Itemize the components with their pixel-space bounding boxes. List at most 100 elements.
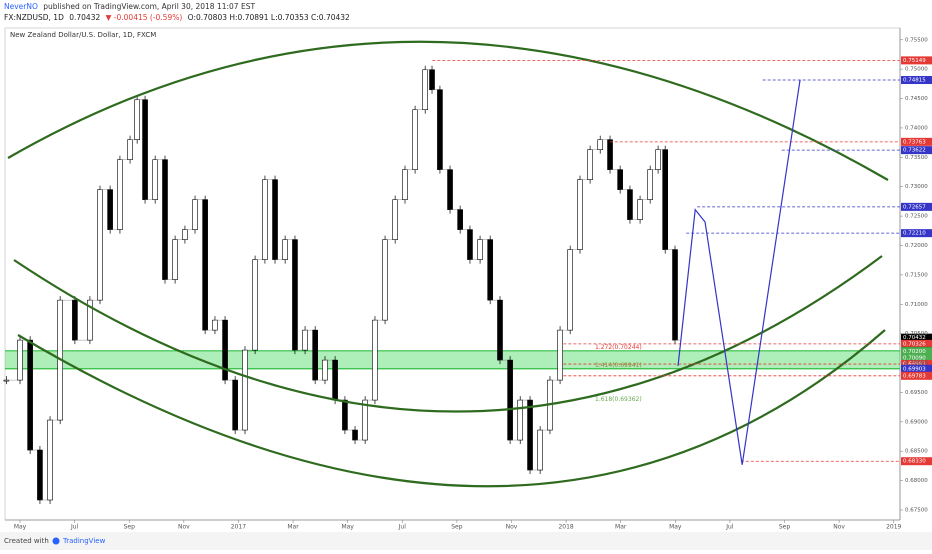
- author: NeverNO: [4, 2, 38, 11]
- candle: [182, 229, 188, 240]
- candle: [597, 139, 604, 150]
- price-label: 0.69783: [903, 373, 926, 379]
- candle: [507, 359, 513, 441]
- projection-path: [677, 79, 801, 465]
- candle: [437, 89, 443, 170]
- brand-icon: [52, 537, 60, 545]
- overlay-layer: 0.75149 0.74815 0.73763 0.73622 0.72657 0.722…: [432, 56, 932, 466]
- last: 0.70432: [69, 13, 100, 22]
- candle: [372, 319, 378, 401]
- fib-label: 1.618(0.69362): [595, 396, 642, 403]
- candle: [162, 159, 168, 280]
- candle: [107, 189, 113, 230]
- x-tick-label: Sep: [779, 524, 791, 531]
- y-tick-label: 0.68000: [905, 478, 928, 484]
- candle: [487, 239, 493, 301]
- x-tick-label: Jul: [70, 524, 79, 531]
- candle: [412, 109, 418, 170]
- candle: [192, 199, 198, 230]
- candle: [617, 169, 623, 190]
- candle: [242, 349, 248, 431]
- price-label: 0.69903: [903, 366, 926, 372]
- price-label: 0.73622: [903, 148, 926, 154]
- arc-lower: [17, 329, 886, 488]
- price-label-box: [901, 229, 932, 238]
- candle: [312, 329, 318, 381]
- candle: [392, 199, 398, 240]
- x-tick-label: Sep: [124, 524, 136, 531]
- ohlc: O:0.70803 H:0.70891 L:0.70353 C:0.70432: [188, 13, 350, 22]
- x-tick-label: Sep: [451, 524, 463, 531]
- y-tick-label: 0.75000: [905, 67, 928, 73]
- candle: [477, 239, 483, 260]
- candle: [212, 319, 218, 331]
- footer: Created with TradingView: [0, 532, 932, 550]
- candle: [672, 249, 678, 341]
- x-tick-label: 2017: [231, 524, 246, 531]
- x-tick-label: 2018: [558, 524, 573, 531]
- arcs: [7, 40, 889, 488]
- y-tick-label: 0.71000: [905, 302, 928, 308]
- arc-top: [7, 40, 889, 181]
- y-tick-label: 0.73500: [905, 155, 928, 161]
- price-label-box: [901, 360, 932, 369]
- candle: [382, 239, 388, 321]
- chart-title: New Zealand Dollar/U.S. Dollar, 1D, FXCM: [10, 31, 156, 39]
- candle: [134, 99, 140, 140]
- candle: [342, 399, 348, 431]
- price-label-box: [901, 353, 932, 362]
- candle: [429, 69, 435, 91]
- y-tick-label: 0.68500: [905, 449, 928, 455]
- symbol-line: FX:NZDUSD, 1D 0.70432 ▼ -0.00415 (-0.59%…: [4, 13, 350, 22]
- candle: [272, 179, 278, 260]
- candle: [627, 189, 633, 220]
- y-tick-label: 0.67500: [905, 508, 928, 514]
- fib-label: 1.272(0.70244): [595, 344, 642, 351]
- y-tick-label: 0.69500: [905, 390, 928, 396]
- price-label: 0.72657: [903, 204, 926, 210]
- y-tick-label: 0.69000: [905, 419, 928, 425]
- candle: [252, 259, 258, 351]
- candle: [422, 69, 428, 111]
- arc-middle: [13, 255, 883, 413]
- y-tick-label: 0.71500: [905, 272, 928, 278]
- price-label-box: [901, 339, 932, 348]
- price-label-box: [901, 56, 932, 65]
- price-label-box: [901, 202, 932, 211]
- price-label: 0.68330: [903, 459, 926, 465]
- price-label-box: [901, 364, 932, 373]
- published: published on TradingView.com, April 30, …: [43, 2, 255, 11]
- y-tick-label: 0.70500: [905, 331, 928, 337]
- y-tick-label: 0.74000: [905, 125, 928, 131]
- candle: [607, 139, 613, 170]
- fib-label: 1.414(0.69941): [595, 362, 642, 369]
- candle: [647, 169, 653, 200]
- price-label-box: [901, 146, 932, 155]
- candle: [537, 429, 543, 471]
- candle: [72, 299, 78, 341]
- candle: [202, 199, 208, 331]
- candle: [352, 429, 358, 441]
- candle: [142, 99, 148, 200]
- candle: [152, 159, 158, 200]
- candle: [332, 359, 338, 401]
- candle: [117, 159, 123, 230]
- footer-bar: [0, 532, 932, 550]
- candle: [127, 139, 133, 160]
- price-label: 0.70432: [903, 335, 926, 341]
- x-tick-label: Nov: [178, 524, 190, 531]
- candle: [262, 179, 268, 260]
- x-tick-label: Jul: [398, 524, 407, 531]
- x-tick-label: 2019: [886, 524, 901, 531]
- header-line: NeverNO published on TradingView.com, Ap…: [4, 2, 255, 11]
- price-label-box: [901, 457, 932, 466]
- y-tick-label: 0.72000: [905, 243, 928, 249]
- candle: [37, 449, 43, 501]
- x-tick-label: Jul: [725, 524, 734, 531]
- x-tick-label: Mar: [615, 524, 627, 531]
- candle: [27, 339, 33, 451]
- candle: [587, 149, 593, 180]
- candle: [637, 199, 643, 220]
- price-label-box: [901, 347, 932, 356]
